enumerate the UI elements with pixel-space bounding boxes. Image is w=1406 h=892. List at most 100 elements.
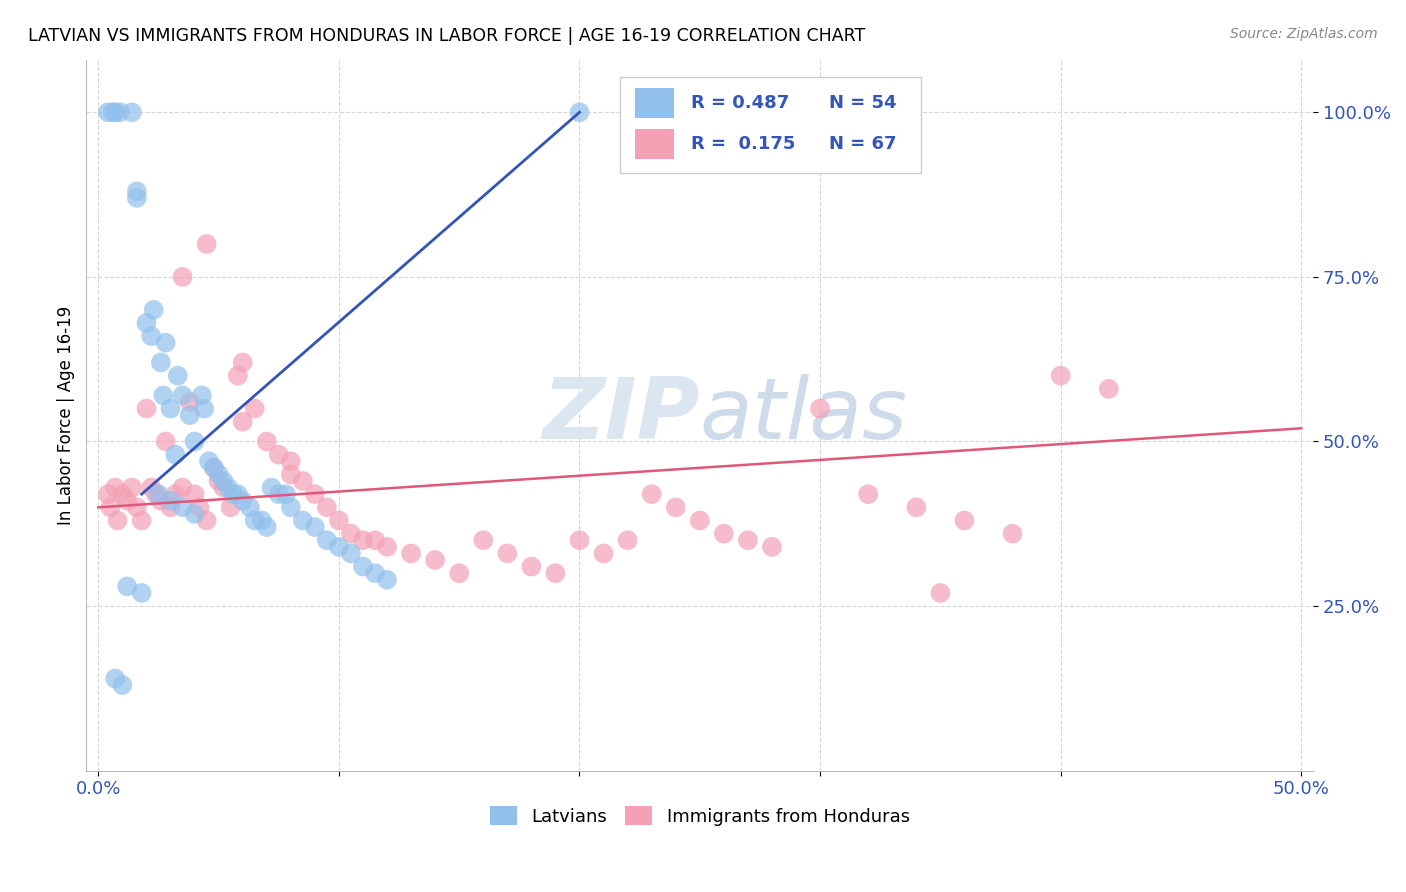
Point [399, 546, 422, 560]
Point [217, 481, 239, 495]
Point [172, 269, 194, 284]
Text: atlas: atlas [700, 374, 908, 457]
Y-axis label: In Labor Force | Age 16-19: In Labor Force | Age 16-19 [58, 306, 75, 524]
Point [141, 481, 163, 495]
Point [364, 566, 387, 581]
Point [159, 401, 181, 416]
Point [121, 481, 143, 495]
Point [104, 105, 127, 120]
Point [195, 236, 218, 251]
Text: Source: ZipAtlas.com: Source: ZipAtlas.com [1230, 27, 1378, 41]
Point [665, 500, 688, 515]
Point [761, 540, 783, 554]
Point [195, 514, 218, 528]
Text: N = 67: N = 67 [828, 136, 896, 153]
Point [1098, 382, 1121, 396]
Point [183, 434, 205, 449]
Point [520, 559, 543, 574]
Point [929, 586, 952, 600]
Point [145, 487, 167, 501]
Point [212, 481, 235, 495]
Point [737, 533, 759, 548]
Point [328, 540, 350, 554]
Legend: Latvians, Immigrants from Honduras: Latvians, Immigrants from Honduras [489, 805, 910, 826]
Point [142, 302, 165, 317]
Point [125, 500, 148, 515]
Point [1049, 368, 1071, 383]
Point [179, 408, 201, 422]
Point [207, 474, 229, 488]
Point [304, 487, 326, 501]
Point [101, 105, 124, 120]
Point [250, 514, 273, 528]
Point [111, 678, 134, 692]
Point [226, 487, 249, 501]
Point [183, 487, 205, 501]
Point [953, 514, 976, 528]
Point [152, 388, 174, 402]
Point [149, 493, 172, 508]
Point [121, 105, 143, 120]
Point [159, 500, 181, 515]
FancyBboxPatch shape [634, 88, 673, 118]
Point [183, 507, 205, 521]
Point [135, 401, 157, 416]
Point [131, 514, 153, 528]
Point [568, 533, 591, 548]
Point [568, 105, 591, 120]
Point [544, 566, 567, 581]
Point [592, 546, 614, 560]
Point [108, 105, 131, 120]
FancyBboxPatch shape [620, 78, 921, 173]
Point [207, 467, 229, 482]
Point [131, 586, 153, 600]
Point [352, 533, 374, 548]
Point [423, 553, 446, 567]
Point [808, 401, 831, 416]
Point [155, 434, 177, 449]
Point [315, 533, 337, 548]
Point [104, 672, 127, 686]
Point [640, 487, 662, 501]
Point [219, 500, 242, 515]
Point [191, 388, 214, 402]
Point [202, 460, 225, 475]
Point [280, 500, 302, 515]
Point [375, 573, 398, 587]
Point [352, 559, 374, 574]
Point [148, 487, 170, 501]
Point [291, 474, 314, 488]
Point [98, 500, 121, 515]
Point [232, 355, 254, 369]
Text: ZIP: ZIP [543, 374, 700, 457]
Text: R =  0.175: R = 0.175 [692, 136, 796, 153]
Point [328, 514, 350, 528]
Point [280, 454, 302, 468]
Point [239, 500, 262, 515]
Point [166, 368, 188, 383]
Point [1001, 526, 1024, 541]
Point [243, 401, 266, 416]
Point [141, 329, 163, 343]
Point [198, 454, 221, 468]
Point [232, 493, 254, 508]
Point [107, 514, 129, 528]
Point [364, 533, 387, 548]
Point [375, 540, 398, 554]
Point [97, 105, 120, 120]
Point [340, 546, 363, 560]
Point [291, 514, 314, 528]
Point [222, 487, 245, 501]
Point [165, 487, 187, 501]
Point [315, 500, 337, 515]
Point [125, 191, 148, 205]
Point [274, 487, 297, 501]
Point [172, 500, 194, 515]
Point [172, 388, 194, 402]
Point [267, 448, 290, 462]
Point [115, 579, 138, 593]
Point [340, 526, 363, 541]
Point [689, 514, 711, 528]
Point [496, 546, 519, 560]
Point [188, 500, 211, 515]
